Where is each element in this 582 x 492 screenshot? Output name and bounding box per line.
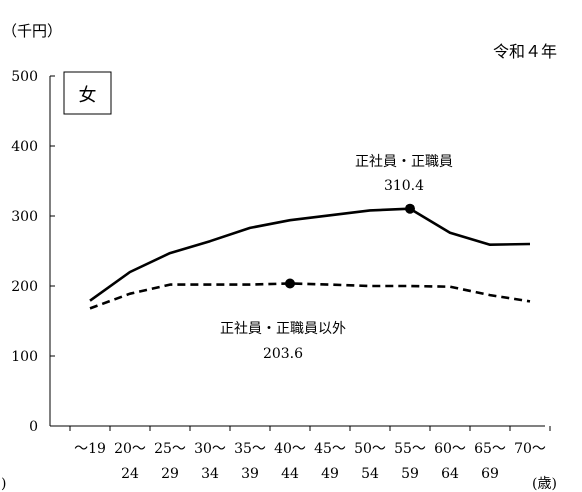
data-point	[368, 284, 372, 288]
x-tick-label: 55～	[394, 441, 426, 457]
x-tick-label: 50～	[354, 441, 386, 457]
series-label-nonregular: 正社員・正職員以外	[220, 321, 346, 337]
x-tick-label: 40～	[274, 441, 306, 457]
series-label-regular: 正社員・正職員	[355, 154, 453, 170]
x-tick-label: 70～	[514, 441, 546, 457]
peak-marker	[285, 278, 295, 289]
y-tick-label: 500	[11, 69, 38, 85]
x-tick-label-range-end: 69	[481, 466, 499, 482]
x-tick-label: 25～	[154, 441, 186, 457]
peak-label-nonregular: 203.6	[263, 346, 303, 362]
x-tick-label-range-end: 24	[121, 466, 139, 482]
corner-mark: )	[1, 476, 6, 492]
y-tick-label: 400	[11, 139, 38, 155]
x-tick-label-range-end: 29	[161, 466, 179, 482]
x-tick-label: 60～	[434, 441, 466, 457]
y-tick-label: 300	[11, 209, 38, 225]
x-tick-label: 30～	[194, 441, 226, 457]
panel-label-box	[63, 71, 112, 115]
y-tick-label: 100	[11, 349, 38, 365]
x-tick-label-range-end: 44	[281, 466, 299, 482]
series-line-nonregular	[89, 282, 531, 310]
data-point	[328, 283, 332, 287]
x-tick-label: 35～	[234, 441, 266, 457]
x-tick-label-range-end: 34	[201, 466, 219, 482]
x-tick-label-range-end: 54	[361, 466, 379, 482]
x-tick-label: 65～	[474, 441, 506, 457]
y-tick-label: 0	[29, 419, 38, 435]
peak-marker	[405, 203, 415, 214]
y-unit-label: （千円）	[2, 22, 62, 40]
x-tick-label-range-end: 49	[321, 466, 339, 482]
x-tick-label: ～19	[74, 441, 106, 457]
series-layer	[89, 203, 531, 310]
year-label: 令和４年	[493, 42, 557, 61]
panel-label: 女	[79, 85, 97, 106]
x-tick-label: 45～	[314, 441, 346, 457]
x-unit-label: (歳)	[532, 476, 557, 492]
y-tick-label: 200	[11, 279, 38, 295]
y-axis: 0 100 200 300 400 500	[11, 69, 55, 435]
x-tick-label-range-end: 39	[241, 466, 259, 482]
x-tick-label: 20～	[114, 441, 146, 457]
series-line-regular	[89, 207, 531, 302]
x-tick-label-range-end: 64	[441, 466, 459, 482]
peak-label-regular: 310.4	[384, 178, 424, 194]
x-axis: ～19 20～ 24 25～ 29 30～ 34 35～ 39 40～ 44 45～ 49 50～ 54 55…	[50, 425, 551, 482]
x-tick-label-range-end: 59	[401, 466, 419, 482]
